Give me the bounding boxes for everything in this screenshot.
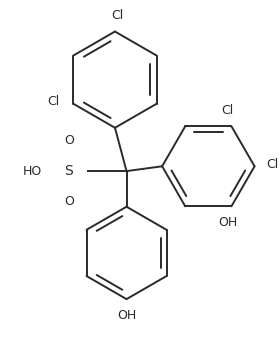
- Text: OH: OH: [218, 216, 237, 229]
- Text: O: O: [64, 195, 74, 208]
- Text: O: O: [64, 134, 74, 147]
- Text: HO: HO: [23, 165, 42, 177]
- Text: S: S: [64, 164, 73, 178]
- Text: OH: OH: [117, 309, 136, 322]
- Text: Cl: Cl: [221, 104, 234, 117]
- Text: Cl: Cl: [48, 95, 60, 108]
- Text: Cl: Cl: [266, 158, 278, 171]
- Text: Cl: Cl: [111, 9, 123, 22]
